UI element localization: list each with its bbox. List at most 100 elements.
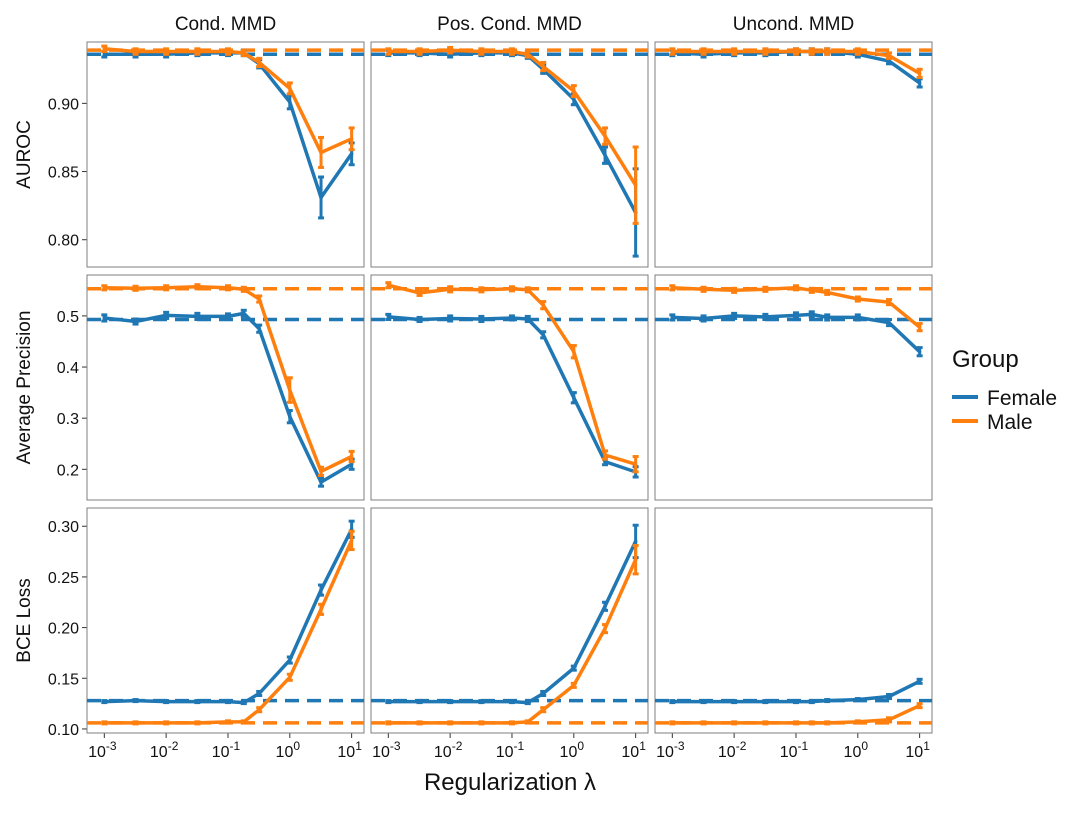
panel-auroc-cond-mmd <box>86 41 365 268</box>
data-point-female <box>510 316 514 320</box>
x-tick-label: 10-2 <box>150 739 179 761</box>
data-point-male <box>525 288 530 292</box>
data-point-male <box>572 683 576 688</box>
x-tick-label: 10-1 <box>496 739 525 761</box>
data-point-male <box>510 49 514 54</box>
data-point-female <box>572 666 576 670</box>
data-point-male <box>510 721 514 725</box>
series-line-male <box>388 48 638 187</box>
data-point-female <box>825 698 830 703</box>
data-point-female <box>525 700 530 705</box>
data-point-male <box>887 300 891 304</box>
data-point-female <box>794 313 798 318</box>
data-point-male <box>448 48 452 52</box>
data-point-male <box>887 53 891 58</box>
y-tick-label: 0.5 <box>57 309 79 326</box>
data-point-male <box>319 607 323 612</box>
y-tick-label: 0.30 <box>48 519 79 536</box>
data-point-female <box>133 319 138 324</box>
data-point-male <box>763 49 768 54</box>
data-point-female <box>257 691 262 696</box>
data-point-female <box>856 697 860 702</box>
data-point-male <box>603 626 607 631</box>
data-point-male <box>732 49 736 54</box>
data-point-female <box>417 699 422 704</box>
data-point-female <box>525 317 530 321</box>
data-point-male <box>417 291 422 295</box>
data-point-female <box>349 152 354 156</box>
data-point-male <box>257 297 262 301</box>
legend-label-male: Male <box>987 411 1033 434</box>
y-tick-label: 0.80 <box>48 233 79 250</box>
data-point-male <box>825 721 830 725</box>
series-line-male <box>104 47 353 155</box>
x-tick-label: 10-3 <box>88 739 117 761</box>
data-point-female <box>763 315 768 319</box>
series-line-female <box>104 528 354 705</box>
y-tick-label: 0.15 <box>48 671 79 688</box>
data-point-female <box>732 314 736 318</box>
data-point-male <box>241 51 246 55</box>
data-point-male <box>572 89 576 93</box>
data-point-female <box>102 699 107 704</box>
data-point-male <box>917 325 922 329</box>
data-point-male <box>809 49 814 54</box>
data-point-female <box>887 694 891 699</box>
data-point-female <box>102 316 107 320</box>
data-point-male <box>133 721 138 725</box>
data-point-male <box>633 183 638 187</box>
data-point-male <box>102 47 107 51</box>
data-point-male <box>917 703 922 708</box>
panel-border <box>370 274 649 501</box>
data-point-male <box>917 71 922 76</box>
x-tick-label: 10-2 <box>434 739 463 761</box>
x-tick-label: 101 <box>621 739 646 761</box>
data-point-male <box>448 287 452 292</box>
data-point-male <box>319 469 323 474</box>
data-point-male <box>856 49 860 54</box>
x-tick-label: 10-1 <box>780 739 809 761</box>
data-point-female <box>670 699 675 704</box>
panel-bce-loss-pos-cond-mmd <box>370 507 649 734</box>
data-point-male <box>670 49 675 54</box>
data-point-male <box>856 720 860 724</box>
data-point-female <box>572 97 576 102</box>
data-point-male <box>525 720 530 724</box>
series-line-male <box>672 286 921 329</box>
data-point-male <box>479 288 484 292</box>
x-tick-label: 10-3 <box>656 739 685 761</box>
data-point-male <box>257 60 262 65</box>
data-point-male <box>417 721 422 725</box>
series-line-male <box>672 704 921 725</box>
y-axis-label-bce-loss: BCE Loss <box>14 578 35 662</box>
facet-title-cond-mmd: Cond. MMD <box>175 14 276 35</box>
data-point-male <box>133 286 138 291</box>
data-point-female <box>479 699 484 704</box>
data-point-female <box>809 699 814 704</box>
data-point-male <box>809 721 814 725</box>
x-tick-label: 101 <box>337 739 362 761</box>
series-line-male <box>387 283 637 466</box>
data-point-female <box>633 539 638 544</box>
series-line-female <box>104 311 353 484</box>
data-point-female <box>856 315 860 320</box>
data-point-male <box>763 721 768 725</box>
data-point-male <box>164 49 168 54</box>
y-tick-label: 0.20 <box>48 621 79 638</box>
data-point-female <box>226 699 230 704</box>
data-point-female <box>288 658 292 662</box>
data-point-female <box>603 604 607 609</box>
data-point-female <box>572 395 576 400</box>
data-point-male <box>319 150 323 155</box>
y-tick-label: 0.10 <box>48 722 79 739</box>
data-point-female <box>102 52 107 57</box>
data-point-male <box>541 64 546 69</box>
facet-title-pos-cond-mmd: Pos. Cond. MMD <box>437 14 582 35</box>
data-point-male <box>701 49 706 54</box>
y-tick-label: 0.2 <box>57 462 79 479</box>
data-point-female <box>479 317 484 321</box>
panel-border <box>86 41 365 268</box>
data-point-male <box>572 349 576 354</box>
data-point-female <box>701 699 706 704</box>
data-point-female <box>164 313 168 318</box>
